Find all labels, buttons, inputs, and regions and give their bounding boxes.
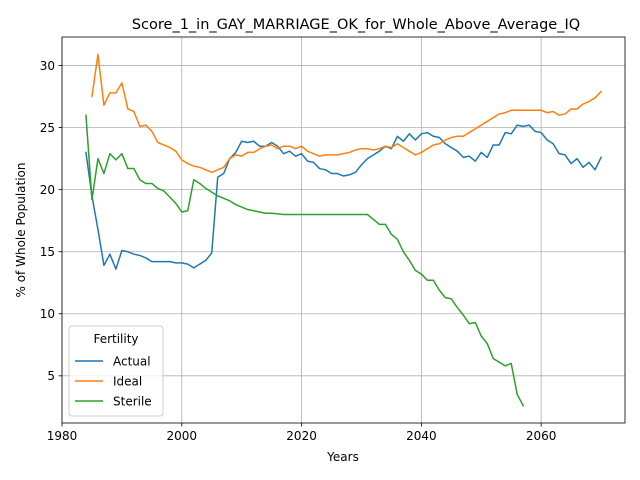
y-tick-label: 10 xyxy=(40,307,55,321)
legend: Fertility Actual Ideal Sterile xyxy=(68,325,164,417)
chart-title: Score_1_in_GAY_MARRIAGE_OK_for_Whole_Abo… xyxy=(132,17,580,33)
x-tick-label: 2020 xyxy=(286,429,317,443)
x-tick-label: 2000 xyxy=(167,429,198,443)
legend-box xyxy=(68,325,164,417)
x-tick-label: 2060 xyxy=(526,429,557,443)
y-tick-label: 5 xyxy=(47,369,55,383)
legend-label-actual: Actual xyxy=(113,354,151,368)
x-axis-ticks: 1980 2000 2020 2040 2060 xyxy=(47,423,557,443)
y-axis-ticks: 5 10 15 20 25 30 xyxy=(40,59,62,383)
series-line-sterile xyxy=(85,114,525,407)
x-tick-label: 2040 xyxy=(406,429,437,443)
y-axis-label: % of Whole Population xyxy=(14,163,28,298)
legend-items: Actual Ideal Sterile xyxy=(75,354,152,408)
plot-area: 1980 2000 2020 2040 2060 5 10 15 20 25 30 xyxy=(40,36,626,443)
series-line-actual xyxy=(85,124,603,270)
data-series xyxy=(85,53,603,407)
y-tick-label: 30 xyxy=(40,59,55,73)
legend-label-ideal: Ideal xyxy=(113,374,142,388)
legend-title: Fertility xyxy=(93,332,138,346)
series-line-ideal xyxy=(91,53,603,174)
x-axis-label: Years xyxy=(326,450,359,464)
y-tick-label: 20 xyxy=(40,183,55,197)
x-tick-label: 1980 xyxy=(47,429,78,443)
y-tick-label: 25 xyxy=(40,121,55,135)
plot-frame xyxy=(61,36,626,424)
legend-label-sterile: Sterile xyxy=(113,394,152,408)
y-tick-label: 15 xyxy=(40,245,55,259)
